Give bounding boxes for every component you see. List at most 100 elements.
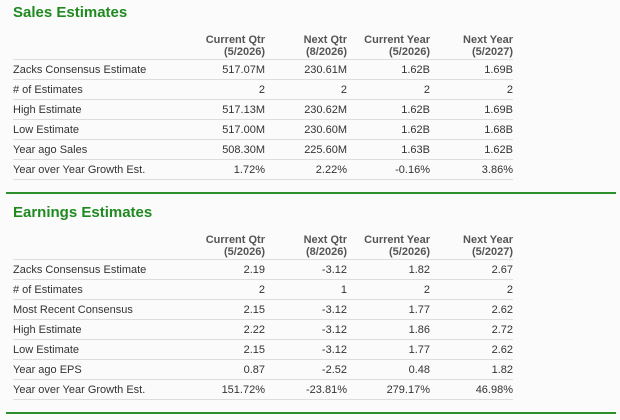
row-label: Most Recent Consensus bbox=[13, 299, 183, 320]
column-header: Next Year (5/2027) bbox=[430, 33, 513, 60]
earnings-estimates-table: Current Qtr (5/2026) Next Qtr (8/2026) Curre… bbox=[13, 233, 513, 400]
cell-value: 46.98% bbox=[430, 379, 513, 400]
cell-value: 0.48 bbox=[347, 359, 430, 380]
row-label: Zacks Consensus Estimate bbox=[13, 259, 183, 280]
table-row: Most Recent Consensus 2.15 -3.12 1.77 2.62 bbox=[13, 299, 513, 320]
table-row: Year ago Sales 508.30M 225.60M 1.63B 1.62B bbox=[13, 139, 513, 160]
column-name: Current Year bbox=[364, 234, 430, 246]
column-period: (8/2026) bbox=[306, 246, 347, 258]
row-label: Zacks Consensus Estimate bbox=[13, 59, 183, 80]
section-divider bbox=[6, 412, 616, 414]
table-row: High Estimate 2.22 -3.12 1.86 2.72 bbox=[13, 319, 513, 340]
table-row: # of Estimates 2 2 2 2 bbox=[13, 79, 513, 100]
cell-value: 0.87 bbox=[183, 359, 265, 380]
cell-value: 1.62B bbox=[347, 99, 430, 120]
column-header: Next Qtr (8/2026) bbox=[265, 33, 347, 60]
table-row: High Estimate 517.13M 230.62M 1.62B 1.69B bbox=[13, 99, 513, 120]
header-row: Current Qtr (5/2026) Next Qtr (8/2026) Curre… bbox=[13, 233, 513, 260]
row-label: # of Estimates bbox=[13, 79, 183, 100]
column-period: (5/2026) bbox=[224, 46, 265, 58]
table-row: Year ago EPS 0.87 -2.52 0.48 1.82 bbox=[13, 359, 513, 380]
cell-value: 2.22% bbox=[265, 159, 347, 180]
cell-value: 2 bbox=[430, 79, 513, 100]
row-label: High Estimate bbox=[13, 99, 183, 120]
cell-value: 2.62 bbox=[430, 339, 513, 360]
cell-value: 1.77 bbox=[347, 299, 430, 320]
cell-value: 1.62B bbox=[347, 119, 430, 140]
row-label: Low Estimate bbox=[13, 339, 183, 360]
cell-value: 230.61M bbox=[265, 59, 347, 80]
cell-value: -3.12 bbox=[265, 259, 347, 280]
column-header: Next Year (5/2027) bbox=[430, 233, 513, 260]
column-name: Current Qtr bbox=[205, 34, 265, 46]
cell-value: 230.62M bbox=[265, 99, 347, 120]
cell-value: 151.72% bbox=[183, 379, 265, 400]
cell-value: 517.13M bbox=[183, 99, 265, 120]
header-blank bbox=[13, 233, 183, 260]
column-name: Current Qtr bbox=[205, 234, 265, 246]
cell-value: 230.60M bbox=[265, 119, 347, 140]
cell-value: 2 bbox=[183, 79, 265, 100]
cell-value: -3.12 bbox=[265, 299, 347, 320]
column-name: Next Qtr bbox=[303, 234, 347, 246]
cell-value: 1.86 bbox=[347, 319, 430, 340]
row-label: # of Estimates bbox=[13, 279, 183, 300]
cell-value: 279.17% bbox=[347, 379, 430, 400]
table-row: Low Estimate 517.00M 230.60M 1.62B 1.68B bbox=[13, 119, 513, 140]
cell-value: 508.30M bbox=[183, 139, 265, 160]
column-name: Next Year bbox=[463, 234, 513, 246]
cell-value: 1.77 bbox=[347, 339, 430, 360]
column-header: Next Qtr (8/2026) bbox=[265, 233, 347, 260]
cell-value: 1.69B bbox=[430, 99, 513, 120]
section-divider bbox=[6, 192, 616, 194]
cell-value: -23.81% bbox=[265, 379, 347, 400]
cell-value: -3.12 bbox=[265, 319, 347, 340]
cell-value: 2.22 bbox=[183, 319, 265, 340]
cell-value: 1.62B bbox=[347, 59, 430, 80]
cell-value: 1.62B bbox=[430, 139, 513, 160]
cell-value: 225.60M bbox=[265, 139, 347, 160]
column-name: Next Year bbox=[463, 34, 513, 46]
cell-value: 2.19 bbox=[183, 259, 265, 280]
column-name: Next Qtr bbox=[303, 34, 347, 46]
table-row: Year over Year Growth Est. 151.72% -23.81%… bbox=[13, 379, 513, 400]
cell-value: 2 bbox=[430, 279, 513, 300]
cell-value: 1 bbox=[265, 279, 347, 300]
column-period: (5/2027) bbox=[472, 246, 513, 258]
row-label: Low Estimate bbox=[13, 119, 183, 140]
cell-value: 2.67 bbox=[430, 259, 513, 280]
cell-value: 2.62 bbox=[430, 299, 513, 320]
cell-value: 2 bbox=[183, 279, 265, 300]
cell-value: -3.12 bbox=[265, 339, 347, 360]
cell-value: 2.72 bbox=[430, 319, 513, 340]
column-header: Current Year (5/2026) bbox=[347, 233, 430, 260]
row-label: Year ago EPS bbox=[13, 359, 183, 380]
cell-value: 2 bbox=[347, 79, 430, 100]
cell-value: -2.52 bbox=[265, 359, 347, 380]
table-row: Zacks Consensus Estimate 2.19 -3.12 1.82 2.6… bbox=[13, 259, 513, 280]
cell-value: 2.15 bbox=[183, 339, 265, 360]
cell-value: 1.72% bbox=[183, 159, 265, 180]
column-period: (5/2026) bbox=[389, 46, 430, 58]
table-row: Year over Year Growth Est. 1.72% 2.22% -0.1… bbox=[13, 159, 513, 180]
table-row: Low Estimate 2.15 -3.12 1.77 2.62 bbox=[13, 339, 513, 360]
column-period: (5/2026) bbox=[389, 246, 430, 258]
cell-value: 1.68B bbox=[430, 119, 513, 140]
cell-value: 2 bbox=[265, 79, 347, 100]
cell-value: 517.00M bbox=[183, 119, 265, 140]
cell-value: 1.82 bbox=[347, 259, 430, 280]
sales-estimates-table: Current Qtr (5/2026) Next Qtr (8/2026) Curre… bbox=[13, 33, 513, 180]
table-row: Zacks Consensus Estimate 517.07M 230.61M 1.… bbox=[13, 59, 513, 80]
earnings-estimates-title: Earnings Estimates bbox=[13, 204, 153, 221]
row-label: Year ago Sales bbox=[13, 139, 183, 160]
row-label: Year over Year Growth Est. bbox=[13, 159, 183, 180]
cell-value: 2 bbox=[347, 279, 430, 300]
column-header: Current Qtr (5/2026) bbox=[183, 33, 265, 60]
sales-estimates-title: Sales Estimates bbox=[13, 4, 128, 21]
row-label: Year over Year Growth Est. bbox=[13, 379, 183, 400]
column-period: (5/2026) bbox=[224, 246, 265, 258]
header-row: Current Qtr (5/2026) Next Qtr (8/2026) Curre… bbox=[13, 33, 513, 60]
cell-value: -0.16% bbox=[347, 159, 430, 180]
cell-value: 1.69B bbox=[430, 59, 513, 80]
cell-value: 1.82 bbox=[430, 359, 513, 380]
